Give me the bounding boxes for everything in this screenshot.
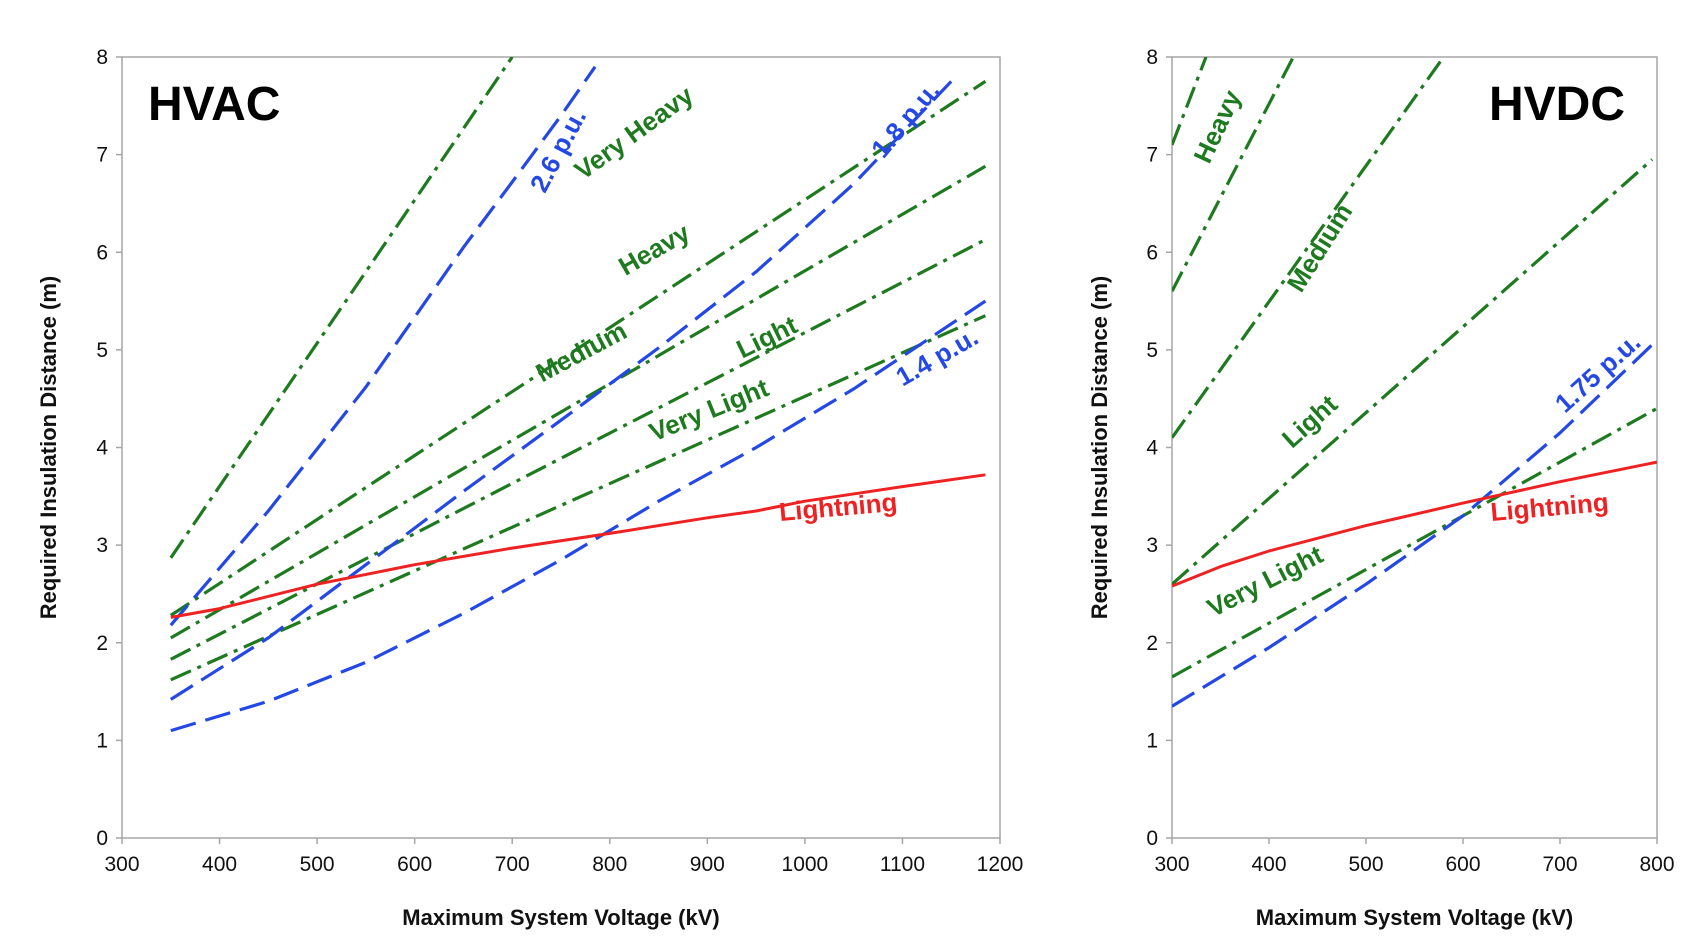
y-tick-label: 7 [1146, 144, 1158, 167]
series-group [1172, 57, 1657, 708]
y-tick-label: 6 [96, 241, 108, 264]
series-label-very-heavy: Very Heavy [569, 79, 699, 185]
chart-title: HVDC [1489, 78, 1625, 131]
series-line-1-8-p-u [169, 80, 953, 701]
x-tick-label: 800 [1639, 853, 1674, 876]
y-tick-label: 7 [96, 144, 108, 167]
series-line-very-heavy [169, 57, 514, 559]
x-tick-label: 400 [1251, 853, 1286, 876]
series-line-2-6-p-u [169, 65, 597, 627]
series-line-1-4-p-u [170, 299, 987, 733]
y-tick-label: 4 [1146, 437, 1158, 460]
x-tick-label: 1200 [977, 853, 1024, 876]
series-label-heavy: Heavy [1187, 85, 1247, 168]
x-tick-label: 800 [592, 853, 627, 876]
series-label-light: Light [1276, 389, 1344, 454]
series-line-lightning [170, 473, 986, 619]
x-tick-label: 300 [1154, 853, 1189, 876]
x-tick-label: 500 [300, 853, 335, 876]
y-tick-label: 4 [96, 437, 108, 460]
y-tick-label: 0 [1146, 827, 1158, 850]
hvdc-chart-panel: 0 1 2 3 4 5 6 7 8 300 400 500 600 700 800 Maximum Syste… [1087, 46, 1675, 930]
y-tick-label: 5 [96, 339, 108, 362]
series-line-very-light [170, 314, 987, 682]
x-axis-title: Maximum System Voltage (kV) [1256, 905, 1573, 930]
x-tick-label: 1100 [880, 853, 925, 876]
series-label-1-8-p-u: 1.8 p.u. [865, 76, 946, 164]
series-line-heavy [1172, 57, 1208, 146]
y-tick-label: 1 [96, 729, 108, 752]
series-line-medium [1172, 57, 1445, 439]
x-tick-label: 900 [690, 853, 725, 876]
hvac-chart-panel: 0 1 2 3 4 5 6 7 8 300 400 500 600 700 800 900 1000 1100 12… [36, 46, 1023, 930]
y-tick-label: 3 [1146, 534, 1158, 557]
series-line-light [1172, 158, 1654, 586]
series-label-heavy: Heavy [613, 217, 695, 282]
y-tick-label: 6 [1146, 241, 1158, 264]
y-tick-label: 2 [96, 632, 108, 655]
series-label-medium: Medium [531, 315, 632, 388]
y-axis-title: Required Insulation Distance (m) [1087, 276, 1112, 620]
series-label-lightning: Lightning [778, 487, 899, 527]
x-tick-label: 600 [397, 853, 432, 876]
series-line-medium [169, 164, 987, 640]
series-line-heavy-lower [1172, 57, 1295, 293]
y-axis-title: Required Insulation Distance (m) [36, 276, 61, 620]
y-tick-label: 5 [1146, 339, 1158, 362]
x-tick-label: 300 [104, 853, 139, 876]
series-label-medium: Medium [1281, 198, 1358, 297]
x-axis-title: Maximum System Voltage (kV) [402, 905, 719, 930]
x-tick-label: 400 [202, 853, 237, 876]
x-tick-label: 600 [1445, 853, 1480, 876]
y-tick-label: 1 [1146, 729, 1158, 752]
series-label-light: Light [732, 309, 803, 364]
y-tick-label: 3 [96, 534, 108, 557]
series-group [169, 57, 987, 733]
chart-title: HVAC [148, 78, 280, 131]
y-tick-label: 2 [1146, 632, 1158, 655]
series-label-1-75-p-u: 1.75 p.u. [1549, 327, 1646, 419]
y-tick-label: 0 [96, 827, 108, 850]
series-line-lightning [1172, 460, 1657, 588]
x-tick-label: 500 [1348, 853, 1383, 876]
x-tick-label: 700 [1542, 853, 1577, 876]
series-line-1-75-p-u [1172, 338, 1657, 708]
series-line-very-light [1172, 407, 1657, 679]
x-tick-label: 1000 [782, 853, 829, 876]
x-tick-label: 700 [495, 853, 530, 876]
series-line-light [170, 238, 987, 661]
series-line-heavy [169, 80, 987, 617]
y-tick-label: 8 [1146, 46, 1158, 69]
y-tick-label: 8 [96, 46, 108, 69]
